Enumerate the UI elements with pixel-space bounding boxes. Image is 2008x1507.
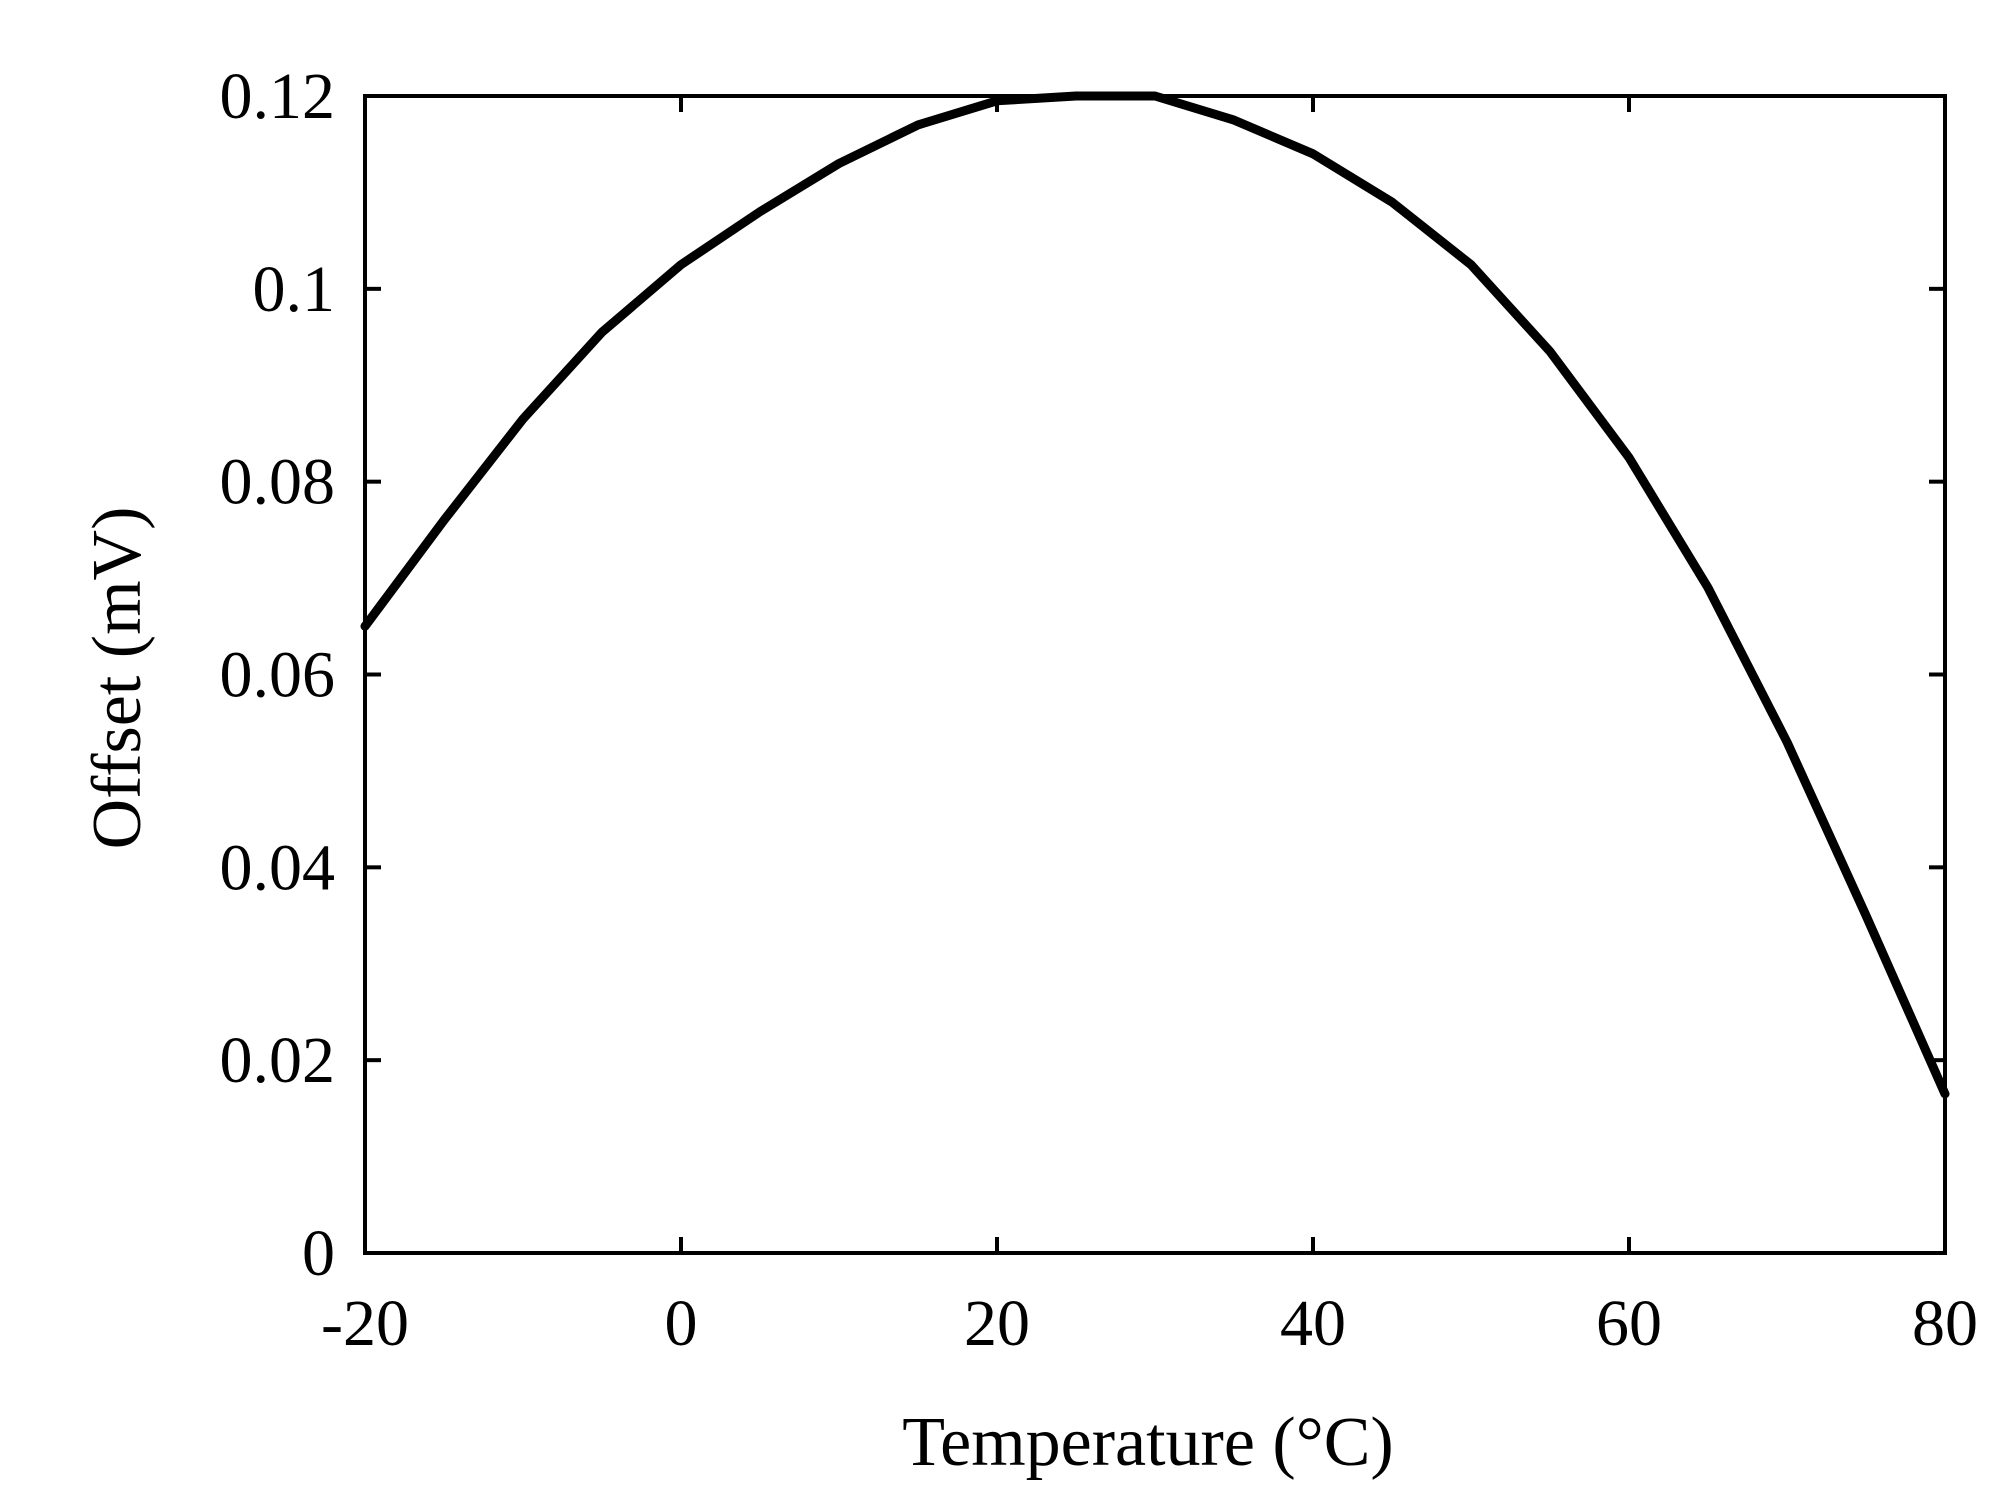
x-tick-label: 80 [1912,1287,1978,1360]
x-tick-label: 0 [665,1287,698,1360]
y-tick-label: 0.1 [253,253,336,326]
ticks [363,94,1947,1255]
series-line [360,91,1950,1099]
y-tick-label: 0.06 [220,639,336,712]
x-tick-label: -20 [321,1287,409,1360]
y-tick-label: 0.12 [220,60,336,133]
axes [363,94,1947,1255]
y-axis-label: Offset (mV) [79,507,156,850]
x-tick-label: 20 [964,1287,1030,1360]
x-axis-label: Temperature (°C) [902,1404,1393,1481]
y-tick-label: 0.04 [220,831,336,904]
plot-frame [363,94,1947,1255]
y-tick-label: 0.02 [220,1024,336,1097]
x-tick-label: 60 [1596,1287,1662,1360]
y-tick-label: 0.08 [220,446,336,519]
series [360,91,1950,1099]
y-tick-label: 0 [302,1217,335,1290]
x-tick-label: 40 [1280,1287,1346,1360]
